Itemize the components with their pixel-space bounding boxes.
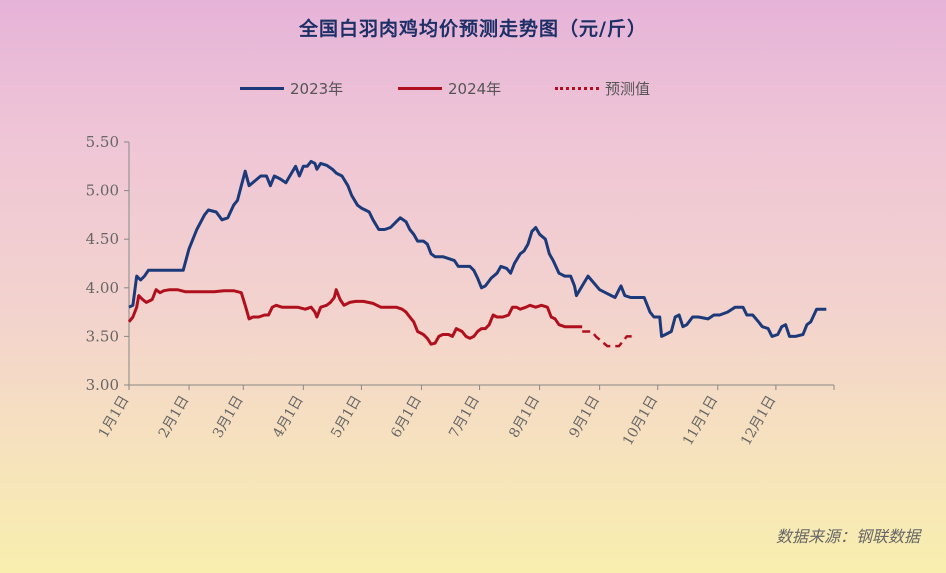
x-tick-label: 6月1日 <box>388 393 425 441</box>
x-tick-label: 8月1日 <box>506 393 543 441</box>
legend-label-2024: 2024年 <box>448 80 502 98</box>
x-tick-label: 9月1日 <box>566 393 603 441</box>
legend-label-forecast: 预测值 <box>605 80 651 98</box>
series-line-0 <box>128 159 827 338</box>
legend-swatch-forecast <box>555 87 599 90</box>
y-tick-label: 5.00 <box>86 182 119 200</box>
legend: 2023年 2024年 预测值 <box>0 78 946 102</box>
x-tick-label: 7月1日 <box>446 393 483 441</box>
legend-item-2023: 2023年 <box>240 78 343 99</box>
x-tick-label: 10月1日 <box>620 393 661 448</box>
x-tick-label: 5月1日 <box>328 393 365 441</box>
x-tick-label: 2月1日 <box>156 393 193 441</box>
legend-label-2023: 2023年 <box>290 80 344 98</box>
legend-item-forecast: 预测值 <box>555 78 650 99</box>
y-tick-label: 4.50 <box>86 230 119 248</box>
x-tick-label: 11月1日 <box>680 393 721 448</box>
series-line-2 <box>582 330 635 348</box>
y-tick-label: 4.00 <box>86 279 119 297</box>
legend-swatch-2024 <box>398 87 442 90</box>
series-line-1 <box>127 288 583 346</box>
x-tick-label: 12月1日 <box>738 393 779 448</box>
x-tick-label: 1月1日 <box>96 393 133 441</box>
data-source-note: 数据来源：钢联数据 <box>775 527 920 546</box>
chart-title: 全国白羽肉鸡均价预测走势图（元/斤） <box>299 18 647 40</box>
x-tick-label: 3月1日 <box>210 393 247 441</box>
y-tick-label: 5.50 <box>86 133 119 151</box>
y-tick-label: 3.00 <box>86 376 119 394</box>
x-tick-label: 4月1日 <box>270 393 307 441</box>
legend-swatch-2023 <box>240 87 284 90</box>
legend-item-2024: 2024年 <box>398 78 501 99</box>
y-tick-label: 3.50 <box>86 327 119 345</box>
